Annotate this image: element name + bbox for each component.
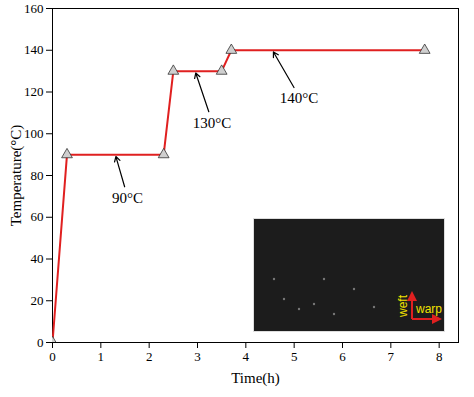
svg-text:0: 0 — [37, 335, 44, 350]
svg-text:4: 4 — [243, 349, 250, 364]
svg-text:weft: weft — [396, 294, 410, 318]
svg-text:warp: warp — [415, 302, 442, 316]
svg-text:40: 40 — [31, 251, 44, 266]
svg-text:100: 100 — [24, 126, 44, 141]
svg-text:130°C: 130°C — [193, 115, 232, 131]
svg-text:160: 160 — [24, 1, 44, 16]
svg-text:60: 60 — [31, 209, 44, 224]
svg-text:140: 140 — [24, 42, 44, 57]
svg-text:8: 8 — [436, 349, 443, 364]
svg-text:140°C: 140°C — [280, 90, 319, 106]
svg-text:5: 5 — [291, 349, 298, 364]
svg-text:20: 20 — [31, 293, 44, 308]
svg-text:2: 2 — [146, 349, 153, 364]
svg-text:1: 1 — [98, 349, 105, 364]
svg-text:6: 6 — [339, 349, 346, 364]
svg-text:120: 120 — [24, 84, 44, 99]
svg-text:80: 80 — [31, 168, 44, 183]
svg-text:3: 3 — [194, 349, 201, 364]
svg-text:Time(h): Time(h) — [231, 370, 280, 387]
svg-text:0: 0 — [49, 349, 56, 364]
svg-text:Temperature(°C): Temperature(°C) — [8, 125, 25, 227]
svg-text:90°C: 90°C — [112, 190, 143, 206]
svg-text:7: 7 — [388, 349, 395, 364]
